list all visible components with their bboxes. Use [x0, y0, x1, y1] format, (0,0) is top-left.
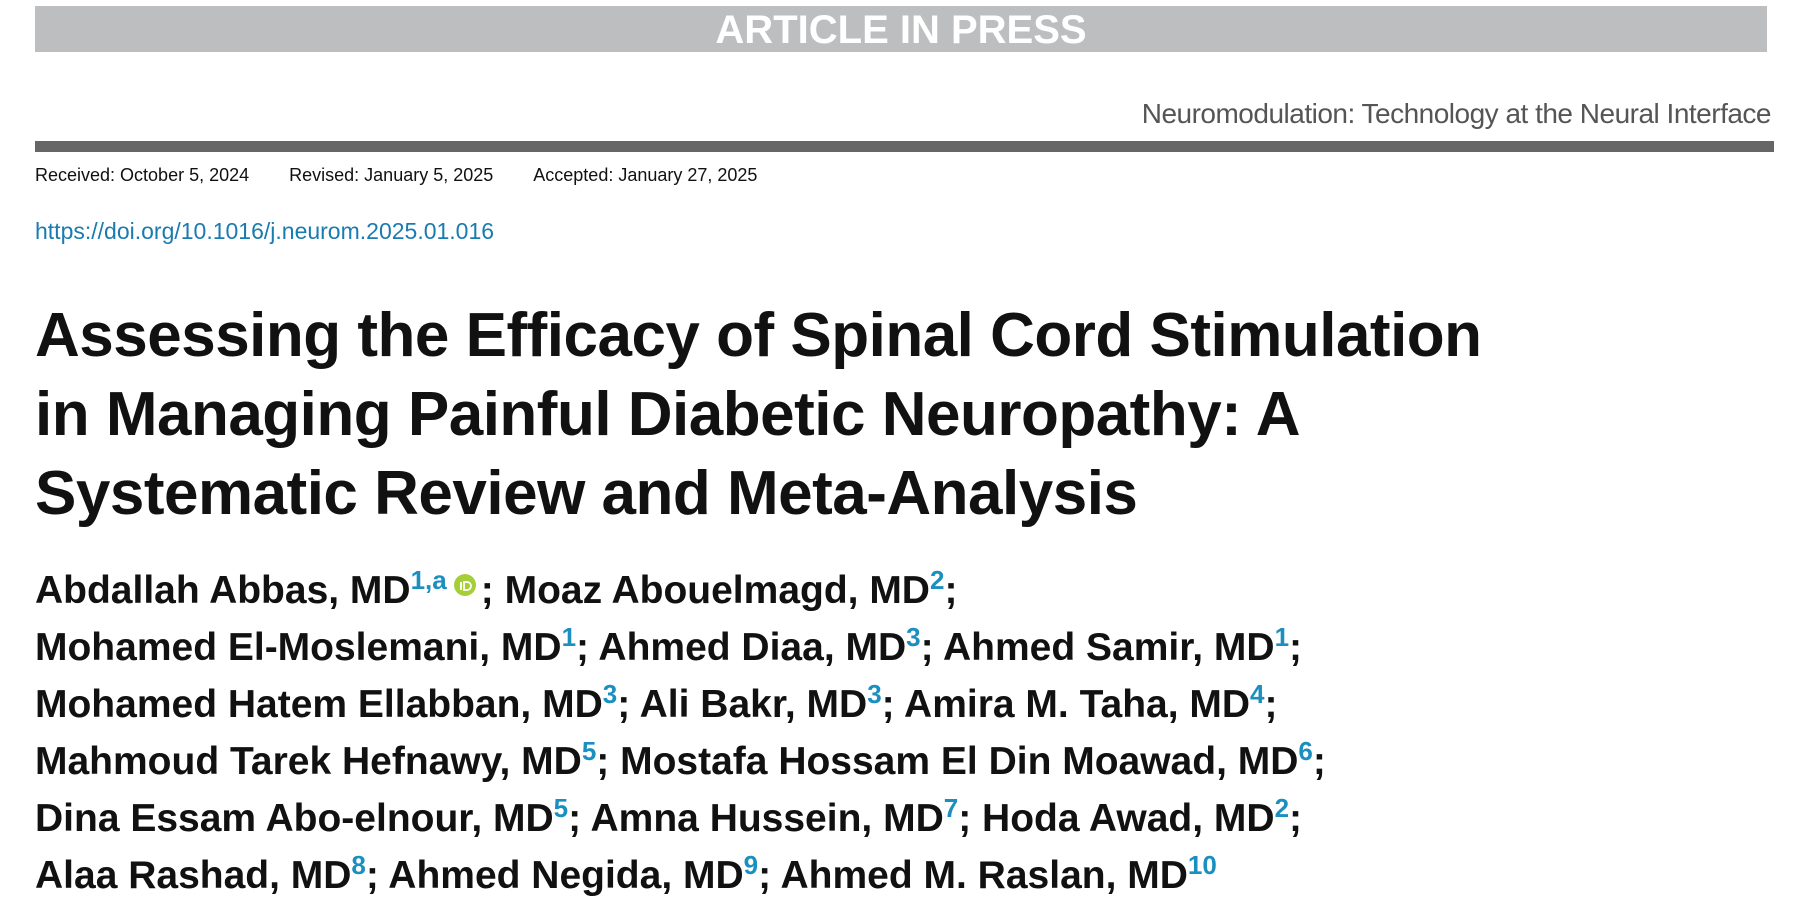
date: Received: October 5, 2024 [35, 165, 250, 185]
affiliation: 1 [1274, 622, 1290, 652]
author-name: Mahmoud Tarek Hefnawy, MD [35, 740, 582, 783]
separator: ; [758, 854, 772, 897]
author-name: Hoda Awad, MD [982, 797, 1275, 840]
affiliation: 3 [867, 679, 882, 709]
dates: Received: October 5, 2024 Revised: Januar… [35, 165, 757, 186]
affiliation: 10 [1187, 850, 1217, 880]
title-line: Systematic Review and Meta-Analysis [35, 459, 1138, 528]
author-line: Mohamed El-Moslemani, MD1; Ahmed Diaa, M… [35, 619, 1326, 676]
author-name: Dina Essam Abo-elnour, MD [35, 797, 554, 840]
author-name: Amira M. Taha, MD [904, 683, 1251, 726]
author-line: Mahmoud Tarek Hefnawy, MD5; Mostafa Hoss… [35, 733, 1326, 790]
orcid-glyph [462, 581, 472, 591]
affiliation: 5 [553, 793, 569, 823]
orcid-glyph [459, 582, 462, 590]
title-line: Assessing the Efficacy of Spinal Cord St… [35, 301, 1482, 370]
separator: ; [576, 626, 590, 669]
date: Accepted: January 27, 2025 [533, 165, 758, 185]
article-title: Assessing the Efficacy of Spinal Cord St… [35, 296, 1482, 533]
header-rule [35, 141, 1774, 152]
separator: ; [1289, 797, 1303, 840]
affiliation: 3 [602, 679, 618, 709]
separator: ; [881, 683, 895, 726]
banner: ARTICLE IN PRESS [35, 6, 1767, 52]
separator: ; [920, 626, 934, 669]
affiliation: 7 [943, 793, 959, 823]
affiliation: 3 [906, 622, 921, 652]
author-name: Ahmed Samir, MD [943, 626, 1275, 669]
title-line: in Managing Painful Diabetic Neuropathy:… [35, 380, 1301, 449]
affiliation: 1 [561, 622, 577, 652]
separator: ; [365, 854, 379, 897]
author-name: Abdallah Abbas, MD [35, 569, 411, 612]
orcid-icon[interactable] [453, 573, 477, 597]
affiliation: 9 [743, 850, 759, 880]
author-line: Abdallah Abbas, MD1,a; Moaz Abouelmagd, … [35, 562, 1326, 619]
orcid-circle [453, 574, 476, 596]
separator: ; [1312, 740, 1326, 783]
separator: ; [958, 797, 972, 840]
author-name: Ahmed Diaa, MD [598, 626, 907, 669]
affiliation: 1,a [410, 565, 447, 595]
affiliation: 4 [1250, 679, 1265, 709]
journal-name: Neuromodulation: Technology at the Neura… [1141, 98, 1772, 129]
separator: ; [617, 683, 631, 726]
affiliation: 8 [351, 850, 366, 880]
author-line: Mohamed Hatem Ellabban, MD3; Ali Bakr, M… [35, 676, 1326, 733]
affiliation: 2 [1274, 793, 1290, 823]
author-name: Alaa Rashad, MD [35, 854, 352, 897]
separator: ; [1289, 626, 1303, 669]
author-name: Ali Bakr, MD [639, 683, 868, 726]
affiliation: 6 [1298, 736, 1313, 766]
author-name: Mostafa Hossam El Din Moawad, MD [620, 740, 1299, 783]
separator: ; [596, 740, 610, 783]
author-line: Dina Essam Abo-elnour, MD5; Amna Hussein… [35, 790, 1326, 847]
separator: ; [944, 569, 958, 612]
author-name: Mohamed Hatem Ellabban, MD [35, 683, 603, 726]
separator: ; [568, 797, 582, 840]
author-name: Amna Hussein, MD [590, 797, 944, 840]
author-line: Alaa Rashad, MD8; Ahmed Negida, MD9; Ahm… [35, 847, 1326, 904]
separator: ; [1264, 683, 1278, 726]
author-name: Mohamed El-Moslemani, MD [35, 626, 562, 669]
separator: ; [480, 569, 494, 612]
author-name: Moaz Abouelmagd, MD [504, 569, 930, 612]
author-name: Ahmed Negida, MD [388, 854, 744, 897]
affiliation: 2 [929, 565, 945, 595]
affiliation: 5 [581, 736, 597, 766]
date: Revised: January 5, 2025 [289, 165, 494, 185]
doi-link[interactable]: https://doi.org/10.1016/j.neurom.2025.01… [35, 218, 495, 244]
author-name: Ahmed M. Raslan, MD [780, 854, 1188, 897]
author-list: Abdallah Abbas, MD1,a; Moaz Abouelmagd, … [35, 562, 1326, 904]
